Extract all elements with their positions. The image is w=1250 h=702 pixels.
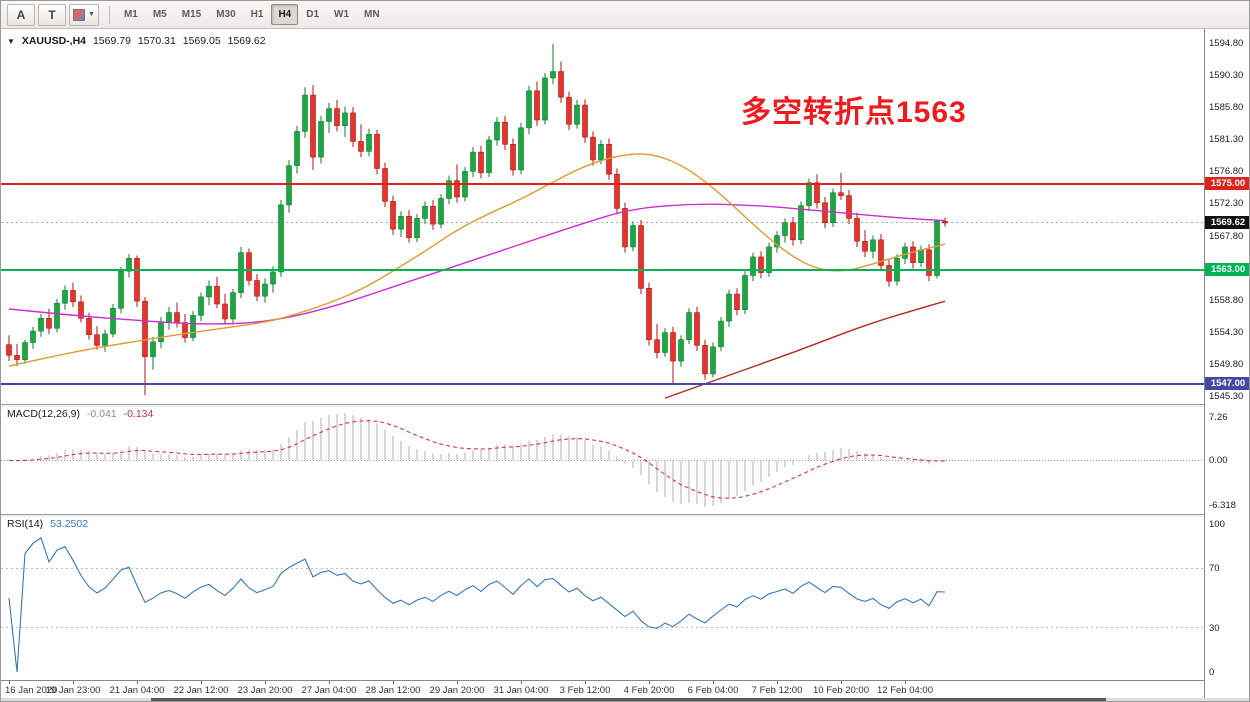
time-axis-label: 27 Jan 04:00 [301, 685, 357, 696]
toolbar-separator [108, 5, 110, 24]
collapse-triangle-icon[interactable]: ▼ [7, 37, 15, 46]
time-axis-label: 16 Jan 2020 [5, 685, 58, 696]
symbol-timeframe: XAUUSD-,H4 [21, 35, 87, 47]
macd-axis-min: -6.318 [1209, 500, 1236, 511]
time-tick [457, 681, 458, 684]
time-tick [73, 681, 74, 684]
time-tick [649, 681, 650, 684]
time-axis-label: 6 Feb 04:00 [687, 685, 739, 696]
axis-price-label: 1567.80 [1209, 230, 1244, 242]
axis-price-label: 1594.80 [1209, 38, 1244, 49]
time-axis-label: 3 Feb 12:00 [559, 685, 611, 696]
time-axis-label: 29 Jan 20:00 [429, 685, 485, 696]
panel-separator[interactable] [1, 404, 1249, 407]
horizontal-scrollbar[interactable] [1, 698, 1249, 701]
macd-value-main: -0.041 [86, 408, 117, 420]
price-axis[interactable]: 1594.80 1590.30 1585.80 1581.30 1576.80 1572.… [1204, 29, 1249, 698]
rsi-indicator-panel[interactable]: RSI(14) 53.2502 [1, 516, 1204, 680]
time-axis-label: 4 Feb 20:00 [623, 685, 675, 696]
axis-price-label: 1549.80 [1209, 358, 1244, 370]
axis-price-label: 1554.30 [1209, 326, 1244, 338]
macd-chart [1, 413, 1204, 507]
time-tick [521, 681, 522, 684]
axis-price-label: 1558.80 [1209, 294, 1244, 306]
ohlc-low: 1569.05 [182, 35, 221, 47]
timeframe-button-h1[interactable]: H1 [250, 9, 264, 20]
price-chart-panel[interactable]: ▼ XAUUSD-,H4 1569.79 1570.31 1569.05 156… [1, 29, 1204, 404]
timeframe-button-d1[interactable]: D1 [306, 9, 320, 20]
macd-axis-max: 7.26 [1209, 412, 1228, 423]
time-tick [713, 681, 714, 684]
chart-toolbar: A T ▼ M1 M5 M15 M30 H1 H4 D1 W1 MN [1, 1, 1249, 29]
time-axis-label: 22 Jan 12:00 [173, 685, 229, 696]
chart-annotation-text[interactable]: 多空转折点1563 [741, 96, 967, 129]
price-tag-1547.00[interactable]: 1547.00 [1205, 376, 1249, 390]
timeframe-button-mn[interactable]: MN [364, 9, 380, 20]
macd-value-signal: -0.134 [123, 408, 154, 420]
time-axis-label: 21 Jan 04:00 [109, 685, 165, 696]
candlestick-chart [1, 43, 1204, 399]
macd-label: MACD(12,26,9) [7, 408, 80, 420]
ohlc-high: 1570.31 [137, 35, 176, 47]
axis-price-label: 1572.30 [1209, 198, 1244, 210]
panel-separator[interactable] [1, 514, 1249, 517]
time-tick [777, 681, 778, 684]
current-price-tag[interactable]: 1569.62 [1205, 215, 1249, 229]
rsi-chart [1, 537, 1204, 673]
arrow-tool-button[interactable]: A [7, 3, 35, 26]
timeframe-button-m15[interactable]: M15 [181, 9, 202, 20]
timeframe-button-m5[interactable]: M5 [152, 9, 167, 20]
rsi-axis-70: 70 [1209, 563, 1220, 575]
axis-price-label: 1581.30 [1209, 134, 1244, 146]
timeframe-button-h4[interactable]: H4 [271, 4, 299, 25]
timeframe-button-w1[interactable]: W1 [334, 9, 350, 20]
axis-price-label: 1576.80 [1209, 166, 1244, 178]
color-tool-button[interactable]: ▼ [69, 3, 99, 26]
time-tick [585, 681, 586, 684]
price-tag-1575.00[interactable]: 1575.00 [1205, 177, 1249, 191]
macd-axis-zero: 0.00 [1209, 455, 1228, 467]
time-axis-label: 12 Feb 04:00 [877, 685, 933, 696]
chart-symbol-label: ▼ XAUUSD-,H4 1569.79 1570.31 1569.05 156… [7, 35, 270, 47]
time-axis[interactable]: 16 Jan 2020 19 Jan 23:00 21 Jan 04:00 22 Ja… [1, 680, 1204, 699]
scrollbar-thumb[interactable] [151, 698, 1106, 701]
time-axis-label: 10 Feb 20:00 [813, 685, 869, 696]
rsi-label: RSI(14) [7, 518, 44, 530]
price-tag-1563.00[interactable]: 1563.00 [1205, 262, 1249, 276]
ohlc-close: 1569.62 [227, 35, 266, 47]
axis-price-label: 1545.30 [1209, 391, 1244, 402]
chevron-down-icon: ▼ [88, 11, 95, 18]
time-axis-label: 7 Feb 12:00 [751, 685, 803, 696]
timeframe-button-m1[interactable]: M1 [123, 9, 138, 20]
text-tool-button[interactable]: T [38, 3, 66, 26]
palette-icon [73, 8, 85, 21]
macd-indicator-panel[interactable]: MACD(12,26,9) -0.041 -0.134 [1, 406, 1204, 514]
ohlc-open: 1569.79 [92, 35, 131, 47]
time-tick [393, 681, 394, 684]
axis-price-label: 1585.80 [1209, 102, 1244, 114]
rsi-axis-0: 0 [1209, 667, 1215, 678]
rsi-axis-30: 30 [1209, 622, 1220, 634]
timeframe-button-m30[interactable]: M30 [216, 9, 236, 20]
rsi-axis-100: 100 [1209, 519, 1225, 530]
time-tick [265, 681, 266, 684]
time-tick [329, 681, 330, 684]
time-tick [137, 681, 138, 684]
time-axis-label: 19 Jan 23:00 [45, 685, 101, 696]
time-axis-label: 28 Jan 12:00 [365, 685, 421, 696]
time-tick [201, 681, 202, 684]
time-tick [841, 681, 842, 684]
timeframe-button-group: M1 M5 M15 M30 H1 H4 D1 W1 MN [117, 4, 388, 25]
time-tick [9, 681, 10, 684]
rsi-value: 53.2502 [50, 518, 89, 530]
time-axis-label: 23 Jan 20:00 [237, 685, 293, 696]
time-axis-label: 31 Jan 04:00 [493, 685, 549, 696]
time-tick [905, 681, 906, 684]
axis-price-label: 1590.30 [1209, 70, 1244, 82]
